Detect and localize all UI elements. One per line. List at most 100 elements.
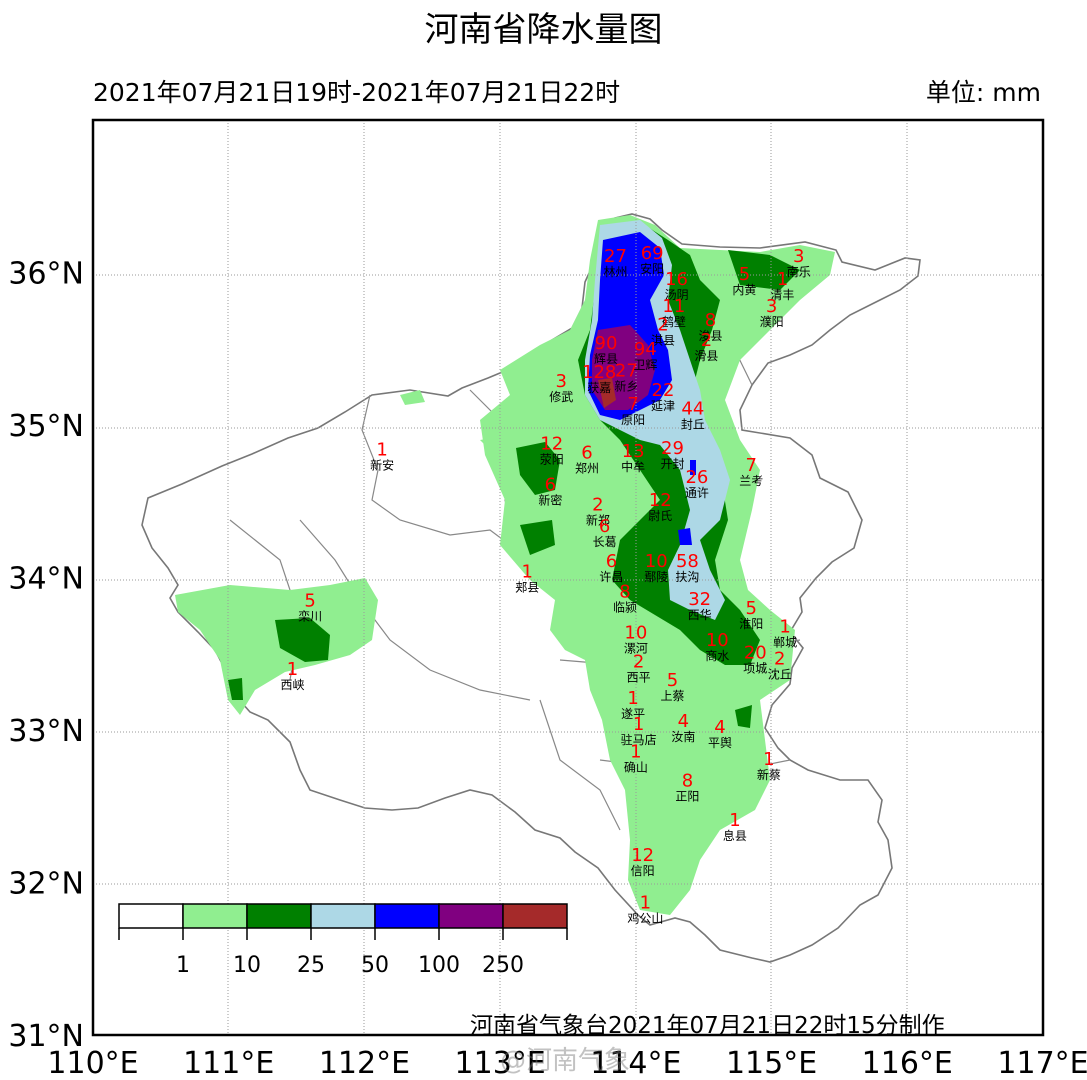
station-value: 10 (645, 551, 668, 572)
station-name: 新蔡 (757, 767, 781, 782)
lon-tick-label: 117°E (997, 1046, 1087, 1080)
station-name: 长葛 (593, 535, 617, 549)
lat-tick-label: 33°N (8, 714, 84, 749)
station-value: 1 (522, 562, 533, 583)
station-name: 濮阳 (760, 314, 784, 329)
station-value: 1 (763, 749, 774, 770)
station-value: 1 (287, 659, 298, 680)
station-name: 淮阳 (739, 617, 763, 631)
lon-tick-label: 110°E (47, 1046, 138, 1080)
station-name: 鄢陵 (644, 570, 668, 584)
station-name: 上蔡 (660, 689, 684, 703)
legend-color-box (182, 903, 248, 929)
station-value: 10 (706, 630, 729, 651)
legend-color-box (118, 903, 184, 929)
station-value: 58 (676, 551, 699, 572)
station-name: 西峡 (280, 678, 304, 692)
station-value: 1 (630, 742, 641, 763)
station-name: 滑县 (694, 349, 718, 363)
station-name: 淇县 (651, 334, 675, 348)
station-value: 6 (606, 551, 617, 572)
graticule (93, 120, 1043, 1035)
lon-tick-label: 113°E (455, 1046, 546, 1080)
longitude-labels: 110°E 111°E 112°E 113°E 114°E 115°E 116°E 117°E (47, 1046, 1087, 1080)
footer-credit: 河南省气象台2021年07月21日22时15分制作 (470, 1013, 945, 1039)
station-value: 29 (661, 438, 684, 459)
lon-tick-label: 115°E (726, 1046, 817, 1080)
station-name: 新安 (370, 458, 394, 473)
station-value: 16 (665, 269, 688, 290)
legend-label: 50 (361, 953, 389, 978)
station-name: 郸城 (773, 635, 797, 649)
station-name: 栾川 (298, 609, 322, 624)
station-name: 获嘉 (587, 381, 611, 395)
station-name: 正阳 (675, 789, 699, 803)
station-name: 新郑 (586, 512, 610, 527)
station-name: 林州 (603, 265, 627, 279)
station-value: 2 (633, 652, 644, 673)
legend-colorbar: 1 10 25 50 100 250 (118, 903, 568, 978)
station-name: 浚县 (698, 328, 722, 343)
station-name: 确山 (624, 761, 648, 775)
station-name: 内黄 (732, 283, 756, 297)
legend-color-box (246, 903, 312, 929)
station-name: 原阳 (621, 413, 645, 427)
station-name: 临颍 (613, 600, 637, 614)
plot-frame (91, 118, 1045, 1037)
station-name: 新乡 (614, 378, 638, 393)
station-value: 11 (662, 296, 685, 317)
station-value: 22 (652, 380, 675, 401)
station-name: 中牟 (621, 459, 645, 474)
lat-tick-label: 36°N (8, 257, 84, 292)
station-value: 7 (627, 394, 638, 415)
station-value: 12 (631, 845, 654, 866)
station-name: 新密 (538, 493, 562, 508)
station-value: 69 (641, 243, 664, 264)
station-value: 8 (682, 770, 693, 791)
station-value: 6 (545, 475, 556, 496)
station-name: 西平 (627, 671, 651, 685)
station-name: 扶沟 (675, 569, 699, 584)
station-value: 2 (774, 648, 785, 669)
station-value: 2 (592, 494, 603, 515)
station-name: 鸡公山 (627, 910, 663, 925)
station-name: 郑州 (575, 461, 599, 476)
station-value: 2 (701, 330, 712, 351)
station-value: 4 (714, 717, 725, 738)
station-value: 12 (649, 490, 672, 511)
station-name: 漯河 (624, 642, 648, 656)
station-name: 清丰 (770, 288, 794, 302)
station-value: 5 (745, 598, 756, 619)
lat-tick-label: 32°N (8, 867, 84, 902)
station-name: 汤阴 (665, 288, 689, 302)
station-name: 封丘 (681, 417, 705, 431)
station-name: 平舆 (708, 735, 732, 750)
station-value: 1 (376, 440, 387, 461)
station-value: 6 (581, 443, 592, 464)
station-value: 4 (678, 711, 689, 732)
station-value: 1 (729, 810, 740, 831)
station-name: 荥阳 (540, 452, 564, 466)
station-value: 3 (766, 296, 777, 317)
station-name: 尉氏 (648, 508, 672, 523)
station-value: 27 (615, 360, 638, 381)
station-value: 12 (540, 433, 563, 454)
map-title: 河南省降水量图 (424, 10, 663, 50)
station-value: 27 (604, 246, 627, 267)
station-value: 5 (304, 591, 315, 612)
station-name: 兰考 (739, 474, 763, 488)
station-value: 3 (555, 371, 566, 392)
station-value: 20 (744, 642, 767, 663)
legend-color-box (438, 903, 504, 929)
station-name: 南乐 (787, 264, 811, 279)
station-value: 90 (595, 333, 618, 354)
lon-tick-label: 116°E (862, 1046, 953, 1080)
legend-color-box (502, 903, 568, 929)
time-period: 2021年07月21日19时-2021年07月21日22时 (93, 78, 621, 107)
legend-color-box (374, 903, 440, 929)
station-value: 1 (640, 892, 651, 913)
station-value: 94 (634, 339, 657, 360)
unit-label: 单位: mm (925, 78, 1041, 107)
